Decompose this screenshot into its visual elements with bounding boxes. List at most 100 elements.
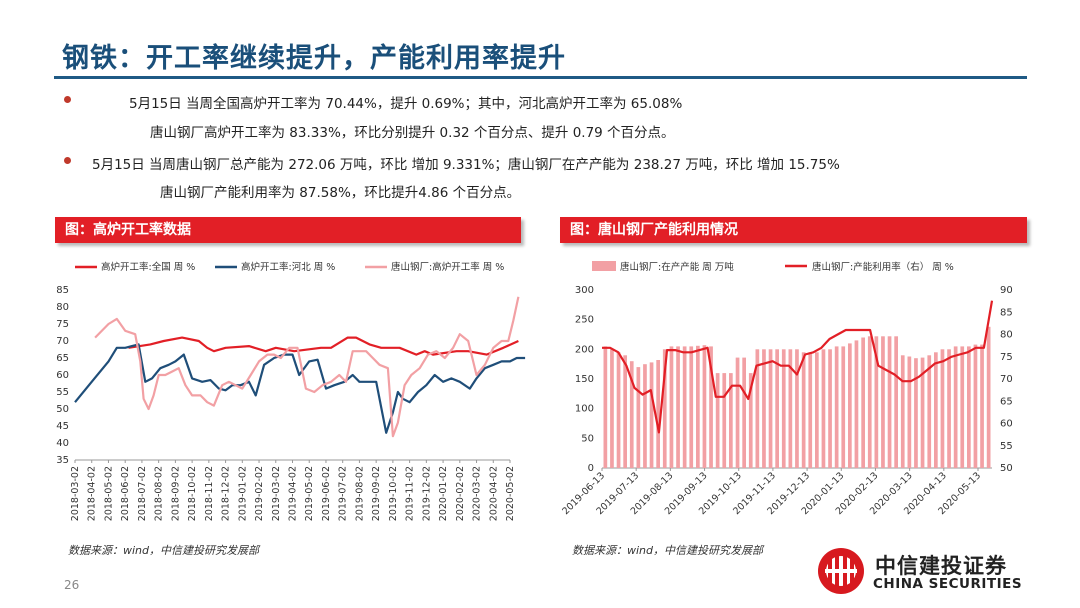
bullet-marker-1 [64,96,71,103]
capacity-bar [907,356,912,468]
capacity-bar [795,349,799,468]
capacity-bar [874,336,879,468]
capacity-bar [616,352,621,468]
capacity-bar [821,349,826,468]
logo-english-name: CHINA SECURITIES [873,576,1023,592]
legend-label: 唐山钢厂:产能利用率（右） 周 % [812,261,954,273]
capacity-bar [828,349,832,468]
x-tick-label: 2018-10-02 [187,466,198,521]
y-tick-label: 70 [56,336,69,347]
x-tick-label: 2019-08-02 [354,466,365,521]
y-left-tick-label: 200 [575,344,594,355]
capacity-bar [900,355,905,468]
capacity-bar [643,364,647,468]
capacity-bar [748,373,753,468]
capacity-bar [834,346,839,468]
capacity-bar [689,346,694,468]
utilization-line [602,300,994,434]
capacity-bar [920,357,925,468]
chart-2-source: 数据来源：wind，中信建投研究发展部 [572,544,764,557]
capacity-bar [603,346,608,468]
chart-1-source: 数据来源：wind，中信建投研究发展部 [68,544,260,557]
capacity-bar [914,358,918,468]
capacity-bar [755,349,760,468]
blast-furnace-chart: 35 40 45 50 55 60 65 70 75 80 85 2018-03-02 2018-04-… [56,261,526,521]
capacity-bar [610,349,614,468]
y-right-tick-label: 75 [1000,352,1013,363]
citic-logo-icon [818,548,864,594]
capacity-bar [709,346,713,468]
x-tick-label: 2020-02-02 [455,466,466,521]
bullet-1-line-1: 5月15日 当周全国高炉开工率为 70.44%，提升 0.69%；其中，河北高炉… [129,96,683,112]
y-tick-label: 60 [56,370,69,381]
capacity-bar [841,346,846,468]
capacity-bar [973,344,978,468]
x-tick-label: 2018-06-02 [120,466,131,521]
bullet-1-line-2: 唐山钢厂高炉开工率为 83.33%，环比分别提升 0.32 个百分点、提升 0.… [150,125,675,141]
x-tick-label: 2019-03-02 [271,466,282,521]
title-divider [54,76,1027,79]
page-title: 钢铁：开工率继续提升，产能利用率提升 [62,43,566,74]
y-right-tick-label: 65 [1000,396,1013,407]
series-line [128,336,519,356]
company-logo: 中信建投证券 CHINA SECURITIES [815,546,1045,596]
x-tick-label: 2018-03-02 [70,466,81,521]
x-tick-label: 2019-05-02 [304,466,315,521]
x-tick-label: 2019-09-02 [371,466,382,521]
capacity-bar [702,345,707,468]
x-tick-label: 2019-04-02 [288,466,299,521]
x-tick-label: 2019-06-02 [321,466,332,521]
chart-2-header: 图：唐山钢厂产能利用情况 [560,217,1027,243]
capacity-bar [894,336,898,468]
legend-label: 高炉开工率:全国 周 % [101,261,195,273]
capacity-bar [848,343,852,468]
capacity-bar [967,346,971,468]
series-line [74,343,526,434]
capacity-bar [669,346,674,468]
logo-chinese-name: 中信建投证券 [875,554,1007,578]
y-left-tick-label: 0 [588,463,594,474]
capacity-bar [986,326,991,468]
capacity-bar [854,340,859,468]
capacity-bar [953,346,958,468]
capacity-bar [676,346,680,468]
x-tick-label: 2019-10-02 [388,466,399,521]
capacity-bar [662,349,667,468]
capacity-bar [960,346,965,468]
y-right-tick-label: 85 [1000,307,1013,318]
series-line [94,296,520,438]
capacity-bar [656,360,660,468]
capacity-bar [781,349,786,468]
x-tick-label: 2018-11-02 [204,466,215,521]
capacity-bar [649,362,654,468]
y-left-tick-label: 100 [575,404,594,415]
y-left-tick-label: 250 [575,315,594,326]
x-tick-label: 2018-12-02 [221,466,232,521]
y-left-tick-label: 50 [581,433,594,444]
x-tick-label: 2020-03-02 [472,466,483,521]
bullet-2-line-2: 唐山钢厂产能利用率为 87.58%，环比提升4.86 个百分点。 [160,185,521,201]
x-tick-label: 2020-04-02 [488,466,499,521]
y-right-tick-label: 60 [1000,419,1013,430]
y-tick-label: 55 [56,387,69,398]
y-left-tick-label: 150 [575,374,594,385]
y-tick-label: 80 [56,302,69,313]
capacity-bar [729,373,733,468]
capacity-bar [742,357,746,468]
x-tick-label: 2019-12-02 [421,466,432,521]
legend-label: 唐山钢厂:高炉开工率 周 % [391,261,504,273]
y-tick-label: 35 [56,455,69,466]
capacity-bar [887,336,892,468]
capacity-utilization-chart: 0501001502002503005055606570758085902019… [560,261,1013,517]
x-tick-label: 2019-11-02 [405,466,416,521]
capacity-bar [861,337,865,468]
capacity-bar [629,361,634,468]
x-tick-label: 2020-05-02 [505,466,516,521]
capacity-bar [636,367,641,468]
x-tick-label: 2019-01-02 [237,466,248,521]
capacity-bar [801,352,806,468]
capacity-bar [927,355,932,468]
capacity-bar [775,349,779,468]
y-tick-label: 65 [56,353,69,364]
y-left-tick-label: 300 [575,285,594,296]
